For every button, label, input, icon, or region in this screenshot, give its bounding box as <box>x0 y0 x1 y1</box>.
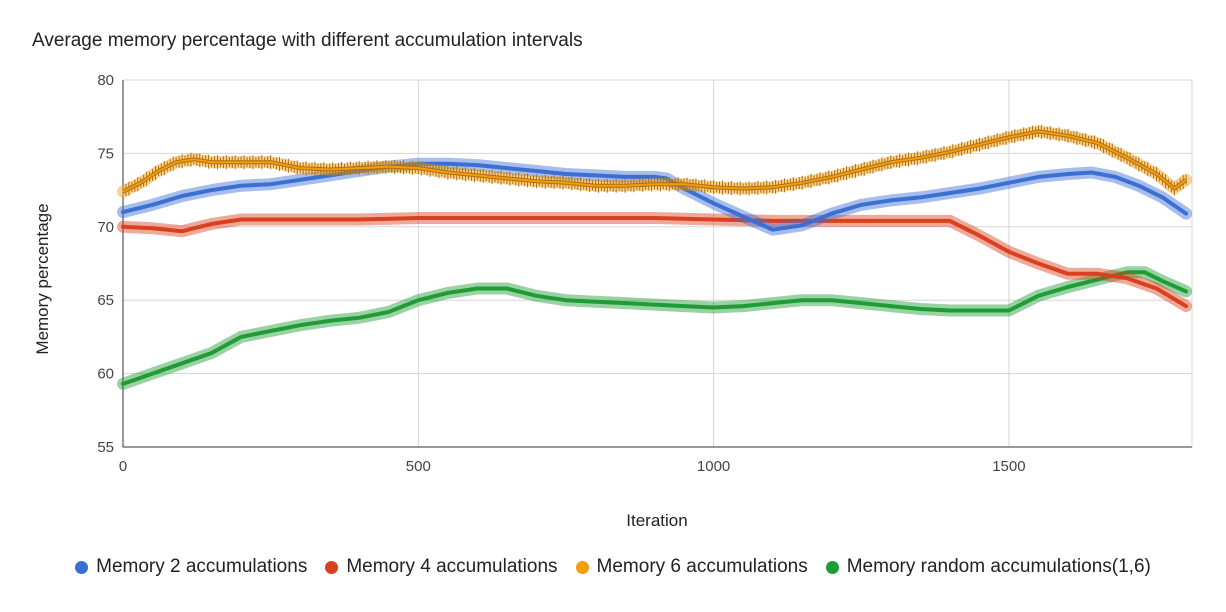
legend-marker <box>325 560 339 574</box>
y-tick-label: 60 <box>97 366 114 383</box>
y-tick-label: 65 <box>97 292 114 309</box>
tick-labels: 55 60 65 70 75 80 0 500 1000 1500 <box>97 72 1025 475</box>
legend-label: Memory 6 accumulations <box>596 556 808 577</box>
legend-marker <box>575 560 589 574</box>
legend-item: Memory random accumulations(1,6) <box>825 556 1151 578</box>
legend-marker <box>825 560 839 574</box>
legend-label: Memory random accumulations(1,6) <box>846 556 1151 577</box>
x-tick-label: 1500 <box>992 458 1025 475</box>
legend-marker <box>75 560 89 574</box>
x-axis-title: Iteration <box>626 511 687 530</box>
y-axis-title: Memory percentage <box>33 203 52 354</box>
series-memory-6-accumulations <box>117 124 1193 198</box>
legend-item: Memory 4 accumulations <box>325 556 558 578</box>
x-tick-label: 500 <box>406 458 431 475</box>
legend-item: Memory 2 accumulations <box>75 556 307 578</box>
legend-label: Memory 4 accumulations <box>346 556 558 577</box>
legend: Memory 2 accumulations Memory 4 accumulat… <box>0 556 1226 578</box>
y-tick-label: 75 <box>97 145 114 162</box>
y-tick-label: 55 <box>97 439 114 456</box>
series-line <box>121 216 1189 309</box>
x-tick-label: 1000 <box>697 458 730 475</box>
series-memory-4-accumulations <box>117 212 1193 313</box>
x-tick-label: 0 <box>119 458 127 475</box>
legend-item: Memory 6 accumulations <box>575 556 808 578</box>
series-memory-random-accumulations-1-6 <box>117 266 1193 390</box>
series-band <box>117 212 1193 313</box>
chart-title: Average memory percentage with different… <box>32 30 583 51</box>
series-line <box>121 270 1189 386</box>
series-lines <box>117 124 1193 390</box>
y-tick-label: 80 <box>97 72 114 89</box>
series-line-highlight <box>122 130 1187 193</box>
legend-label: Memory 2 accumulations <box>96 556 308 577</box>
y-tick-label: 70 <box>97 219 114 236</box>
